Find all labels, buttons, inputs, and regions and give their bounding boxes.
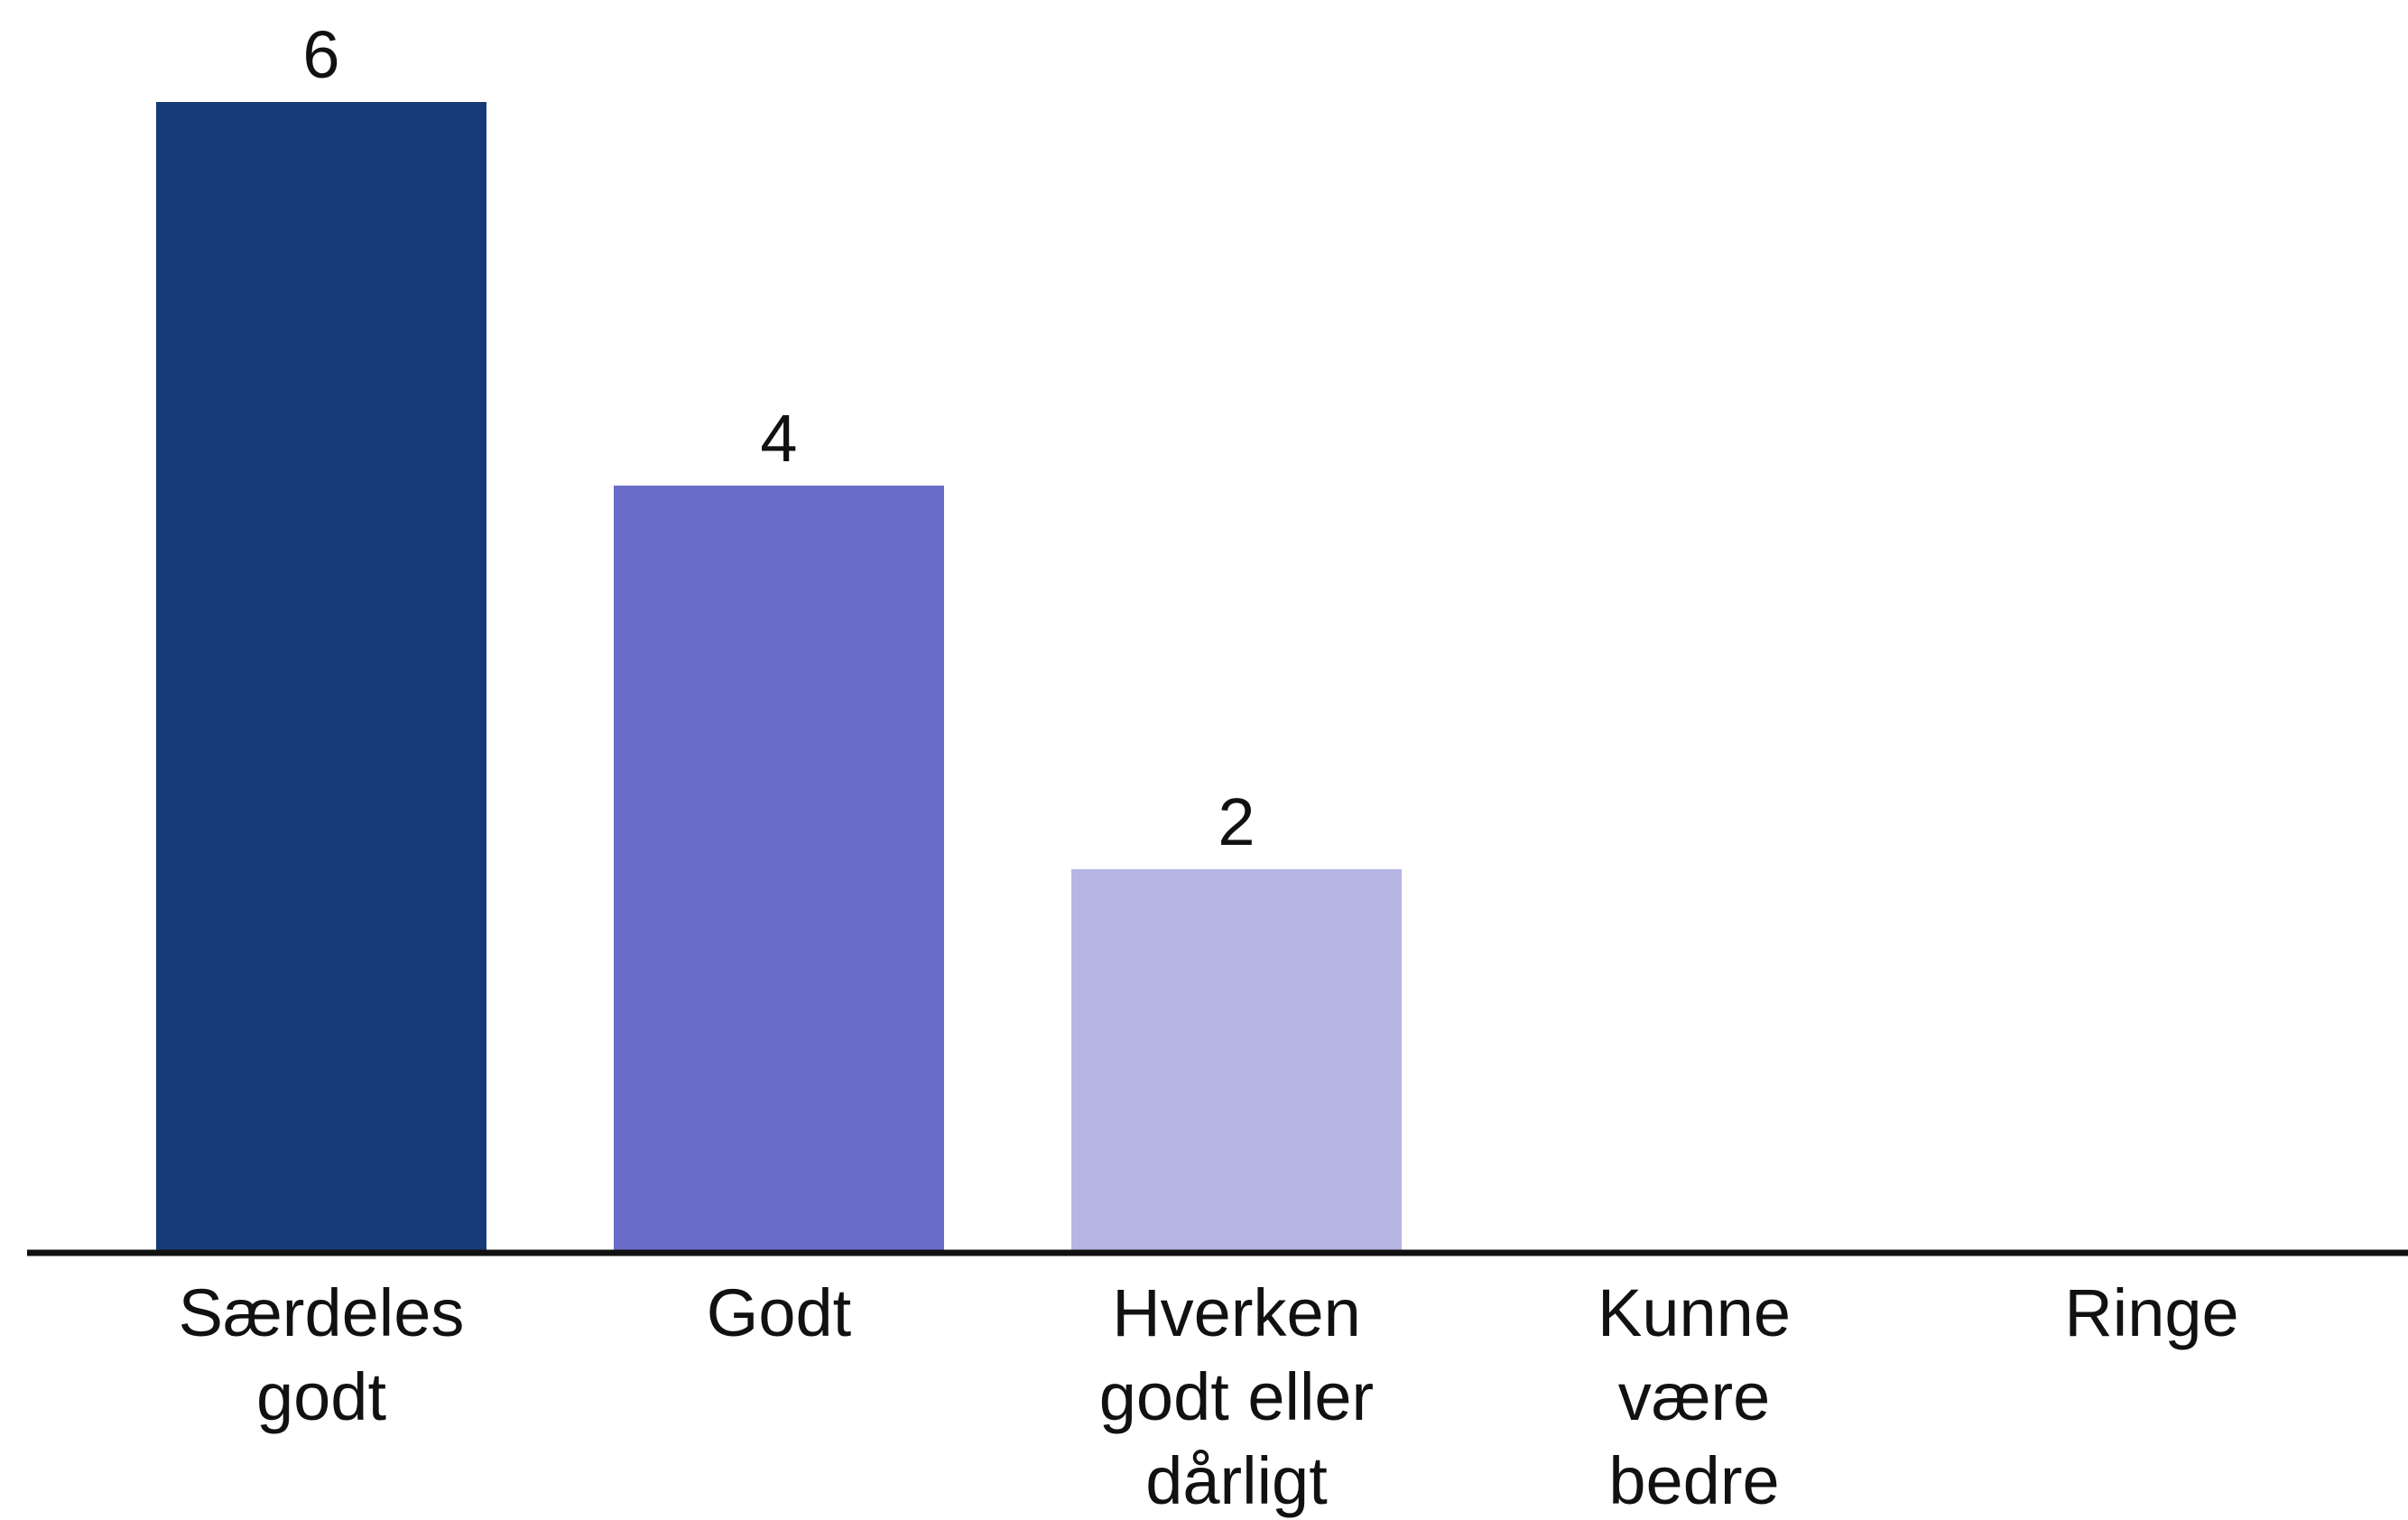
tick-label-3: Kunne være bedre	[1598, 1275, 1791, 1518]
tick-labels-group: Særdeles godt Godt Hverken godt eller dårligt…	[179, 1275, 2239, 1518]
tick-label-2-line-2: dårligt	[1145, 1443, 1328, 1518]
tick-label-1-line-0: Godt	[707, 1275, 852, 1350]
tick-label-3-line-0: Kunne	[1598, 1275, 1791, 1350]
value-label-0: 6	[302, 17, 339, 92]
value-label-1: 4	[760, 401, 797, 476]
tick-label-2: Hverken godt eller dårligt	[1099, 1275, 1374, 1518]
bar-0	[156, 102, 486, 1253]
tick-label-0: Særdeles godt	[179, 1275, 465, 1434]
tick-label-1: Godt	[707, 1275, 852, 1350]
tick-label-2-line-1: godt eller	[1099, 1359, 1374, 1434]
tick-label-4-line-0: Ringe	[2064, 1275, 2238, 1350]
bar-2	[1071, 869, 1402, 1253]
tick-label-3-line-2: bedre	[1608, 1443, 1779, 1518]
bar-1	[614, 486, 944, 1253]
value-label-2: 2	[1218, 784, 1255, 859]
tick-label-3-line-1: være	[1618, 1359, 1771, 1434]
tick-label-4: Ringe	[2064, 1275, 2238, 1350]
tick-label-0-line-0: Særdeles	[179, 1275, 465, 1350]
tick-label-2-line-0: Hverken	[1112, 1275, 1361, 1350]
tick-label-0-line-1: godt	[256, 1359, 386, 1434]
bars-group	[156, 102, 1402, 1253]
value-labels-group: 6 4 2	[302, 17, 1255, 859]
